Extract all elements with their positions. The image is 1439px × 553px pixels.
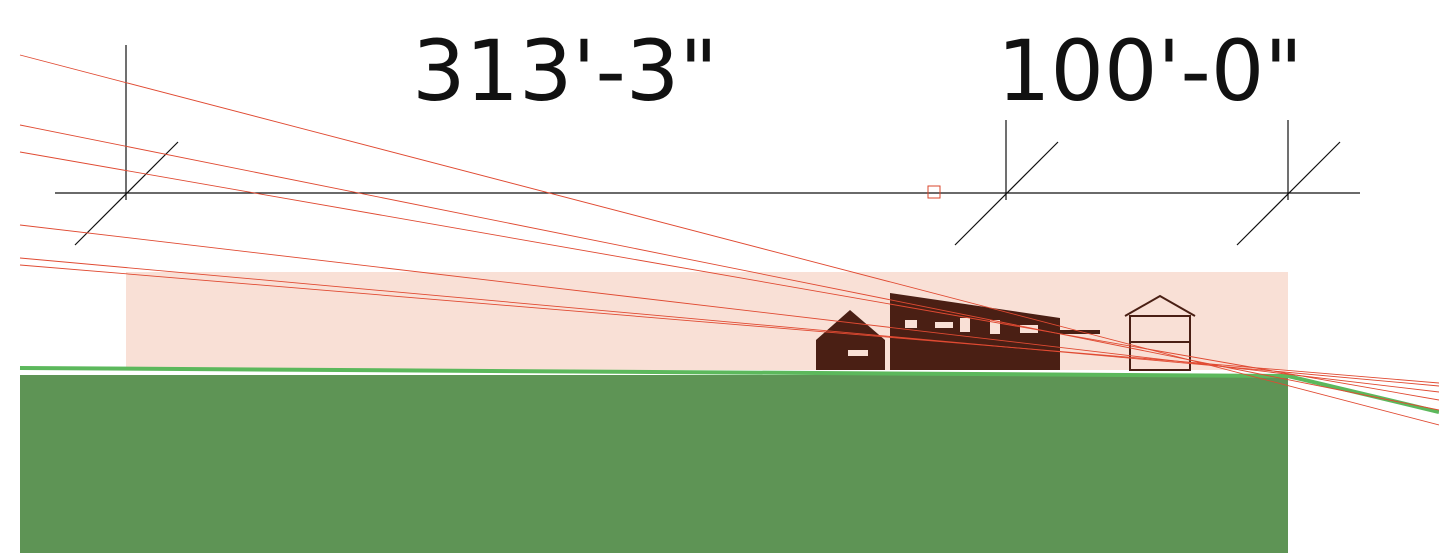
dimension-label: 100'-0" — [997, 22, 1303, 120]
tick-slash — [954, 141, 1059, 246]
main-house — [890, 293, 1060, 370]
selection-grip — [927, 185, 941, 199]
pavilion — [1124, 294, 1196, 371]
ground — [20, 375, 1288, 553]
windows — [848, 318, 1038, 356]
sight-lines — [19, 54, 1439, 426]
section-backdrop — [126, 272, 1288, 370]
grid-markers — [55, 45, 1360, 246]
tick-slash — [1236, 141, 1341, 246]
dimension-label: 313'-3" — [412, 22, 718, 120]
canopy — [1060, 330, 1100, 334]
tick-slash — [74, 141, 179, 246]
